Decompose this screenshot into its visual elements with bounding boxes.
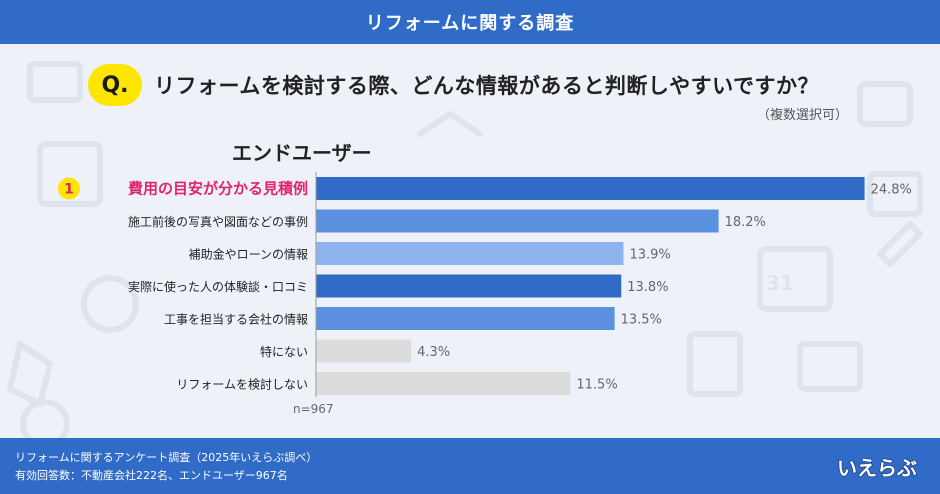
question-text: リフォームを検討する際、どんな情報があると判断しやすいですか？ <box>154 74 820 98</box>
svg-text:いえらぶ: いえらぶ <box>837 456 917 480</box>
monitor-icon <box>27 61 83 103</box>
house-icon <box>417 111 483 137</box>
video-icon <box>797 341 863 392</box>
chat-icon <box>857 81 913 127</box>
question: Q. リフォームを検討する際、どんな情報があると判断しやすいですか？ <box>88 64 819 106</box>
clipboard-icon <box>687 331 743 397</box>
background-pattern: 31 <box>7 61 923 438</box>
user-icon <box>20 399 70 438</box>
tag-icon <box>7 341 53 407</box>
svg-text:31: 31 <box>766 271 794 295</box>
header-title: リフォームに関する調査 <box>0 0 940 44</box>
question-note: （複数選択可） <box>756 108 848 123</box>
calendar-icon <box>757 246 833 312</box>
ierabu-logo: いえらぶ <box>828 453 926 481</box>
footer: リフォームに関するアンケート調査（2025年いえらぶ調べ） 有効回答数：不動産会… <box>0 438 940 494</box>
question-badge: Q. <box>88 64 142 106</box>
sample-size: n=967 <box>293 402 334 416</box>
mail-icon <box>867 171 923 217</box>
footer-respondents: 有効回答数：不動産会社222名、エンドユーザー967名 <box>15 469 288 482</box>
coin-icon <box>81 275 139 333</box>
footer-survey-title: リフォームに関するアンケート調査（2025年いえらぶ調べ） <box>15 451 318 464</box>
document-icon <box>37 141 103 207</box>
pencil-icon <box>877 221 923 267</box>
segment-label: エンドユーザー <box>232 141 372 165</box>
